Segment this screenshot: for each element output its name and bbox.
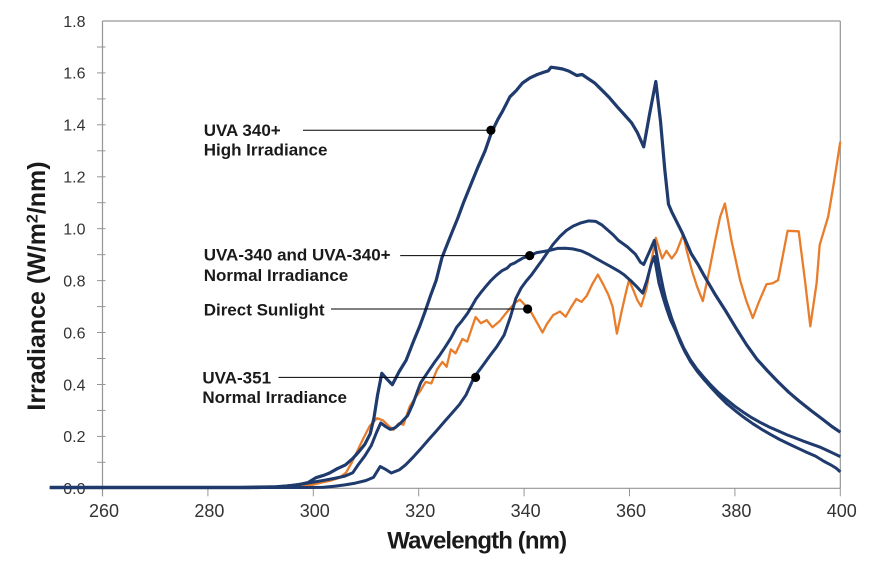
svg-text:0.0: 0.0 (63, 481, 85, 498)
svg-text:1.8: 1.8 (63, 14, 85, 31)
svg-text:260: 260 (89, 501, 119, 521)
svg-text:0.2: 0.2 (63, 429, 85, 446)
svg-text:Direct Sunlight: Direct Sunlight (204, 300, 325, 319)
svg-text:0.6: 0.6 (63, 325, 85, 342)
svg-text:Normal Irradiance: Normal Irradiance (202, 388, 347, 407)
svg-text:UVA-351: UVA-351 (202, 369, 271, 388)
svg-text:400: 400 (827, 501, 857, 521)
svg-text:1.6: 1.6 (63, 66, 85, 83)
svg-text:0.8: 0.8 (63, 273, 85, 290)
svg-text:High Irradiance: High Irradiance (204, 141, 328, 160)
svg-text:1.2: 1.2 (63, 170, 85, 187)
svg-text:360: 360 (616, 501, 646, 521)
svg-text:280: 280 (194, 501, 224, 521)
svg-text:Wavelength (nm): Wavelength (nm) (387, 528, 566, 555)
svg-text:0.4: 0.4 (63, 377, 85, 394)
svg-text:320: 320 (405, 501, 435, 521)
svg-text:340: 340 (511, 501, 541, 521)
svg-text:UVA 340+: UVA 340+ (204, 121, 281, 140)
svg-text:1.4: 1.4 (63, 118, 85, 135)
svg-text:UVA-340 and UVA-340+: UVA-340 and UVA-340+ (204, 245, 391, 264)
svg-text:Normal Irradiance: Normal Irradiance (204, 266, 349, 285)
svg-text:1.0: 1.0 (63, 222, 85, 239)
svg-text:300: 300 (300, 501, 330, 521)
svg-text:Irradiance (W/m2/nm): Irradiance (W/m2/nm) (23, 161, 51, 410)
svg-text:380: 380 (721, 501, 751, 521)
